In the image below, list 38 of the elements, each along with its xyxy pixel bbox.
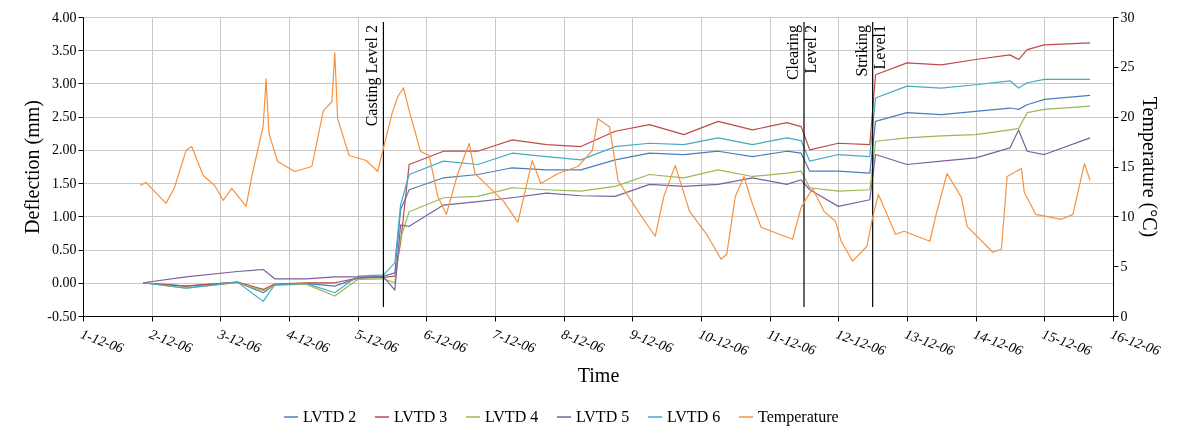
y2-tick-label: 10 [1120,208,1135,224]
x-tick-label: 8-12-06 [559,326,607,356]
ref-line-label: Clearing Level 2 [784,25,819,81]
legend-label: LVTD 2 [303,408,357,425]
y2-tick-label: 0 [1120,308,1128,324]
y-tick-label: 2.00 [52,142,77,158]
y2-tick-label: 30 [1120,9,1135,25]
y-tick-label: 1.50 [52,175,77,191]
y-tick-label: 0.50 [52,242,77,258]
x-tick-label: 5-12-06 [353,326,401,356]
legend-label: LVTD 3 [394,408,448,425]
x-tick-label: 3-12-06 [215,326,263,356]
x-tick-label: 7-12-06 [490,326,538,356]
y-tick-label: 1.00 [52,208,77,224]
x-tick-label: 4-12-06 [284,326,332,356]
legend-label: Temperature [758,408,839,426]
x-tick-label: 2-12-06 [147,326,195,356]
x-axis-title: Time [577,364,620,387]
legend-label: LVTD 4 [485,408,539,425]
x-tick-label: 1-12-06 [78,326,126,356]
y-tick-label: 3.50 [52,42,77,58]
y-tick-label: 0.00 [52,275,77,291]
x-tick-label: 6-12-06 [422,326,469,356]
legend-label: LVTD 5 [576,408,630,425]
y2-axis-title: Temperature (°C) [1137,96,1161,238]
ref-line-label: Striking Level1 [852,25,888,77]
y2-tick-label: 25 [1120,59,1135,75]
legend-label: LVTD 6 [667,408,721,425]
ref-line-label: Casting Level 2 [363,25,382,127]
x-tick-label: 9-12-06 [628,326,675,356]
y-tick-label: 2.50 [52,109,77,125]
y2-tick-label: 20 [1120,109,1135,125]
y2-tick-label: 5 [1120,258,1128,274]
y-axis-title: Deflection (mm) [21,100,45,234]
y-tick-label: 3.00 [52,75,77,91]
y-tick-label: 4.00 [52,9,77,25]
y-tick-label: -0.50 [47,308,77,324]
y2-tick-label: 15 [1120,159,1135,174]
